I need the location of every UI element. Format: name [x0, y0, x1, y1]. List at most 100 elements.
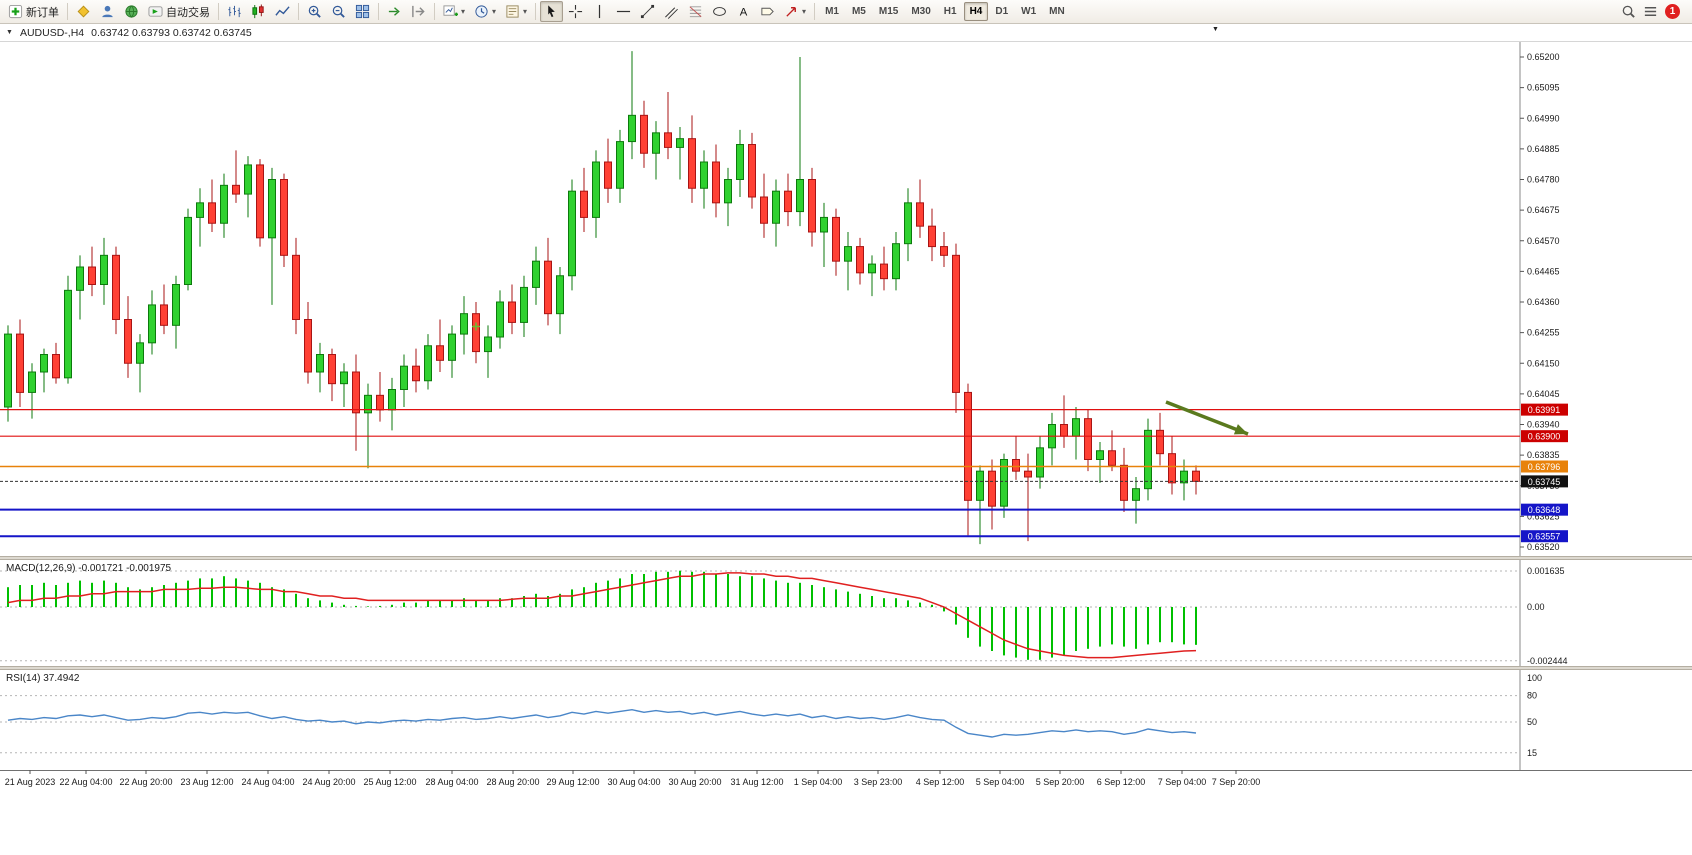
auto-trading-button[interactable]: 自动交易 — [144, 1, 214, 22]
candle-body — [1192, 470, 1200, 482]
time-axis[interactable]: 21 Aug 2023 22 Aug 04:00 22 Aug 20:00 23 Au… — [0, 770, 1692, 790]
candle-body — [1180, 470, 1188, 484]
rsi-pane[interactable]: RSI(14) 37.4942 100 80 50 15 — [0, 670, 1692, 770]
trendline-button[interactable] — [636, 1, 659, 22]
timeframe-mn-button[interactable]: MN — [1049, 6, 1065, 17]
macd-chart[interactable]: 0.001635 0.00 -0.002444 — [0, 560, 1692, 666]
main-chart-pane[interactable]: 0.65200 0.65095 0.64990 0.64885 0.64780 0.646… — [0, 42, 1692, 556]
rsi-value: 37.4942 — [43, 673, 80, 684]
vertical-line-button[interactable] — [588, 1, 611, 22]
template-icon — [505, 4, 520, 19]
price-badge — [1521, 503, 1568, 516]
timeframe-d1-button[interactable]: D1 — [995, 6, 1009, 17]
candle-body — [688, 138, 696, 189]
price-badge-label: 0.63557 — [1528, 532, 1561, 542]
candle-body — [484, 336, 492, 353]
timeframe-m5-button[interactable]: M5 — [851, 6, 866, 17]
candlestick-chart[interactable]: 0.65200 0.65095 0.64990 0.64885 0.64780 0.646… — [0, 42, 1692, 556]
candle-body — [628, 114, 636, 143]
channel-button[interactable] — [660, 1, 683, 22]
timeframe-h4-button[interactable]: H4 — [963, 2, 989, 21]
chart-shift-button[interactable] — [407, 1, 430, 22]
macd-values: -0.001721 -0.001975 — [78, 563, 172, 574]
timeframe-h1-button[interactable]: H1 — [943, 6, 957, 17]
macd-axis-label: 0.00 — [1527, 602, 1545, 612]
timeframe-m15-button[interactable]: M15 — [878, 6, 899, 17]
candle-body — [496, 301, 504, 338]
pane-splitter[interactable] — [0, 666, 1692, 670]
candles — [4, 51, 1200, 545]
chevron-down-icon: ▾ — [461, 7, 466, 16]
horizontal-line-button[interactable] — [612, 1, 635, 22]
shapes-button[interactable] — [708, 1, 731, 22]
candle-body — [736, 144, 744, 180]
candle-body — [172, 284, 180, 326]
price-badge-label: 0.63796 — [1528, 462, 1561, 472]
candle-body — [424, 345, 432, 382]
chevron-down-icon[interactable]: ▼ — [6, 29, 13, 36]
chart-shift-marker-icon[interactable]: ▼ — [1212, 26, 1219, 33]
candle-body — [904, 202, 912, 245]
svg-text:0.63520: 0.63520 — [1527, 542, 1560, 552]
toolbar: 新订单 自动交易 ▾ ▾ ▾ A ▾ M1 M5 M15 M30 H1 H4 D1 W1 MN 1 — [0, 0, 1692, 24]
charts-window-button[interactable] — [72, 1, 95, 22]
market-button[interactable] — [120, 1, 143, 22]
period-button[interactable]: ▾ — [470, 1, 500, 22]
candle-body — [1012, 459, 1020, 472]
text-label-button[interactable] — [756, 1, 779, 22]
notification-badge[interactable]: 1 — [1665, 4, 1680, 19]
menu-icon[interactable] — [1643, 4, 1658, 19]
candle-body — [112, 254, 120, 320]
search-icon[interactable] — [1621, 4, 1636, 19]
candle-body — [508, 301, 516, 323]
candle-body — [64, 289, 72, 379]
toolbar-separator — [298, 3, 299, 20]
rsi-chart[interactable]: 100 80 50 15 — [0, 670, 1692, 770]
candle-body — [1072, 418, 1080, 437]
candle-body — [88, 266, 96, 285]
cursor-button[interactable] — [540, 1, 564, 22]
candle-body — [832, 216, 840, 262]
indicators-list-button[interactable]: ▾ — [501, 1, 531, 22]
timeframe-m30-button[interactable]: M30 — [911, 6, 931, 17]
fibonacci-button[interactable] — [684, 1, 707, 22]
zoom-in-button[interactable] — [303, 1, 326, 22]
time-label: 31 Aug 12:00 — [730, 777, 783, 787]
tile-windows-button[interactable] — [351, 1, 374, 22]
toolbar-separator — [218, 3, 219, 20]
arrows-button[interactable]: ▾ — [780, 1, 810, 22]
new-chart-button[interactable]: ▾ — [439, 1, 469, 22]
candlestick-mode-button[interactable] — [247, 1, 270, 22]
candle-body — [856, 246, 864, 274]
zoom-out-button[interactable] — [327, 1, 350, 22]
rsi-axis-label: 50 — [1527, 717, 1537, 727]
auto-scroll-button[interactable] — [383, 1, 406, 22]
line-chart-mode-button[interactable] — [271, 1, 294, 22]
candle-body — [184, 216, 192, 286]
macd-pane[interactable]: MACD(12,26,9) -0.001721 -0.001975 0.0016… — [0, 560, 1692, 666]
bar-chart-mode-button[interactable] — [223, 1, 246, 22]
text-button[interactable]: A — [732, 1, 755, 22]
candle-body — [28, 371, 36, 393]
candle-body — [532, 260, 540, 288]
profile-button[interactable] — [96, 1, 119, 22]
auto-trading-label: 自动交易 — [166, 6, 210, 19]
macd-name: MACD(12,26,9) — [6, 563, 76, 574]
bid-price-badge — [1521, 475, 1568, 488]
svg-text:0.64570: 0.64570 — [1527, 236, 1560, 246]
timeframe-m1-button[interactable]: M1 — [825, 6, 839, 17]
toolbar-separator — [378, 3, 379, 20]
pane-splitter[interactable] — [0, 556, 1692, 560]
candle-body — [664, 132, 672, 148]
timeframe-w1-button[interactable]: W1 — [1021, 6, 1037, 17]
crosshair-button[interactable] — [564, 1, 587, 22]
candle-body — [196, 202, 204, 218]
toolbar-separator — [814, 3, 816, 20]
new-order-icon — [8, 4, 23, 19]
vline-icon — [592, 4, 607, 19]
arrow-annotation[interactable] — [1165, 400, 1249, 436]
price-badge — [1521, 430, 1568, 443]
new-order-button[interactable]: 新订单 — [4, 1, 63, 22]
candle-body — [256, 164, 264, 239]
